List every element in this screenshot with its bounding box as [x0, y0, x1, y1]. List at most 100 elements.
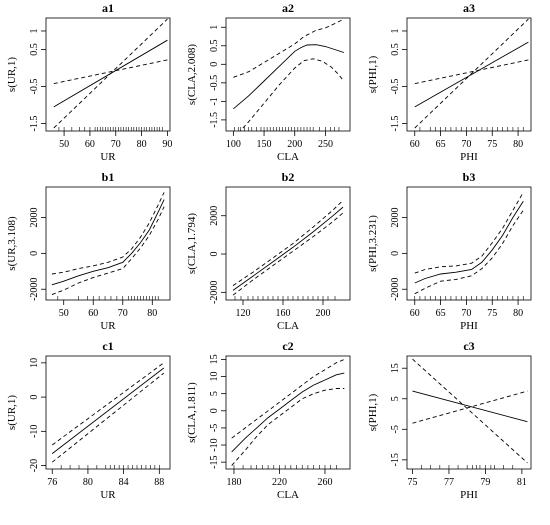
smooth-fit-line	[232, 206, 344, 291]
plot-frame	[225, 17, 351, 132]
y-tick-label: 0.5	[29, 43, 40, 56]
y-tick-label: -2000	[209, 281, 220, 304]
x-tick-label: 70	[111, 139, 121, 150]
x-tick-label: 70	[118, 308, 128, 319]
x-tick-label: 200	[316, 308, 331, 319]
y-tick-label: -2000	[390, 278, 401, 301]
y-tick-label: -0.5	[390, 79, 401, 95]
x-tick-label: 75	[407, 477, 417, 488]
y-tick-label: -1.5	[29, 116, 40, 132]
x-tick-label: 180	[226, 477, 241, 488]
confidence-band-line	[239, 58, 345, 131]
panel-title: a2	[282, 1, 294, 15]
y-tick-label: -5	[390, 425, 401, 433]
panel-a3: a3 60 65 70 75 80 -1.5 -0.5 0.5 1 PHI s(PHI,1)	[367, 1, 532, 163]
panel-title: b2	[282, 170, 295, 184]
x-tick-label: 120	[236, 308, 251, 319]
x-tick-label: 80	[147, 308, 157, 319]
y-tick-label: 0.5	[209, 40, 220, 53]
y-tick-label: -15	[390, 453, 401, 466]
confidence-band-line	[51, 192, 165, 275]
y-tick-label: -10	[29, 425, 40, 438]
y-tick-label: 10	[209, 372, 220, 382]
y-tick-label: -20	[29, 459, 40, 472]
y-tick-label: 0	[209, 62, 220, 67]
confidence-band-line	[231, 358, 345, 439]
x-tick-label: 75	[487, 139, 497, 150]
confidence-band-line	[53, 59, 168, 85]
plot-frame	[225, 355, 351, 470]
x-tick-label: 60	[88, 308, 98, 319]
y-tick-label: -0.5	[29, 79, 40, 95]
panel-c3: c3 75 77 79 81 -15 -5 5 15 PHI s(PHI,1)	[367, 339, 532, 501]
confidence-band-line	[414, 18, 529, 129]
x-tick-label: 76	[47, 477, 57, 488]
y-tick-label: -5	[209, 424, 220, 432]
x-tick-label: 90	[162, 139, 172, 150]
panel-title: b3	[463, 170, 476, 184]
y-tick-label: 0	[209, 408, 220, 413]
x-axis-label: UR	[100, 320, 116, 332]
y-tick-label: -1	[209, 97, 220, 105]
x-tick-label: 65	[436, 308, 446, 319]
confidence-band-line	[51, 206, 165, 296]
y-axis-label: s(PHI,3.231)	[367, 215, 379, 272]
smooth-fit-line	[51, 367, 165, 454]
x-axis-label: UR	[100, 151, 116, 163]
smooth-fit-line	[414, 41, 529, 108]
y-tick-label: 0	[29, 251, 40, 256]
y-axis-label: s(UR,1)	[6, 395, 18, 430]
panel-b1: b1 50 60 70 80 -2000 0 2000 UR s(UR,3.108)	[6, 170, 171, 332]
panel-title: a1	[102, 1, 114, 15]
x-tick-label: 60	[410, 308, 420, 319]
y-tick-label: -15	[209, 455, 220, 468]
panel-title: c1	[102, 339, 113, 353]
x-tick-label: 200	[287, 139, 302, 150]
x-tick-label: 65	[436, 139, 446, 150]
x-axis-label: PHI	[460, 320, 478, 332]
plot-frame	[45, 186, 171, 301]
smooth-fit-line	[233, 44, 345, 110]
y-tick-label: 1	[29, 28, 40, 33]
y-tick-label: 2000	[29, 207, 40, 227]
x-tick-label: 84	[119, 477, 129, 488]
plot-frame	[225, 186, 351, 301]
x-tick-label: 50	[59, 139, 69, 150]
y-tick-label: -2000	[29, 278, 40, 301]
y-axis-label: s(CLA,1.794)	[186, 213, 198, 274]
confidence-band-line	[231, 388, 345, 466]
x-tick-label: 60	[85, 139, 95, 150]
x-tick-label: 250	[318, 139, 333, 150]
confidence-band-line	[414, 59, 529, 85]
x-tick-label: 60	[410, 139, 420, 150]
y-axis-label: s(UR,1)	[6, 57, 18, 92]
confidence-band-line	[414, 210, 524, 295]
x-tick-label: 80	[513, 308, 523, 319]
y-tick-label: 5	[209, 391, 220, 396]
x-tick-label: 77	[444, 477, 454, 488]
panel-c1: c1 76 80 84 88 -20 -10 0 10 UR s(UR,1)	[6, 339, 171, 501]
x-axis-label: UR	[100, 489, 116, 501]
panel-b2: b2 120 160 200 -2000 0 2000 CLA s(CLA,1.794)	[186, 170, 351, 332]
y-tick-label: 0.5	[390, 43, 401, 56]
x-axis-label: PHI	[460, 151, 478, 163]
panel-a1: a1 50 60 70 80 90 -1.5 -0.5 0.5 1 UR s(UR,1)	[6, 1, 172, 163]
y-axis-label: s(PHI,1)	[367, 393, 379, 431]
plot-frame	[45, 355, 171, 470]
y-tick-label: 0	[209, 252, 220, 257]
x-tick-label: 160	[276, 308, 291, 319]
panel-b3: b3 60 65 70 75 80 -2000 0 2000 PHI s(PHI,3.231)	[367, 170, 532, 332]
y-tick-label: -1.5	[209, 112, 220, 128]
panel-title: a3	[463, 1, 475, 15]
panel-a2: a2 100 150 200 250 -1.5 -1 -0.5 0 0.5 1 CLA s(CLA,2.…	[186, 1, 351, 163]
y-tick-label: -1.5	[390, 116, 401, 132]
panel-title: c2	[282, 339, 293, 353]
x-axis-label: PHI	[460, 489, 478, 501]
y-axis-label: s(CLA,2.008)	[186, 44, 198, 105]
x-tick-label: 80	[137, 139, 147, 150]
confidence-band-line	[53, 18, 168, 129]
x-tick-label: 80	[83, 477, 93, 488]
x-tick-label: 100	[226, 139, 241, 150]
y-tick-label: 1	[209, 25, 220, 30]
